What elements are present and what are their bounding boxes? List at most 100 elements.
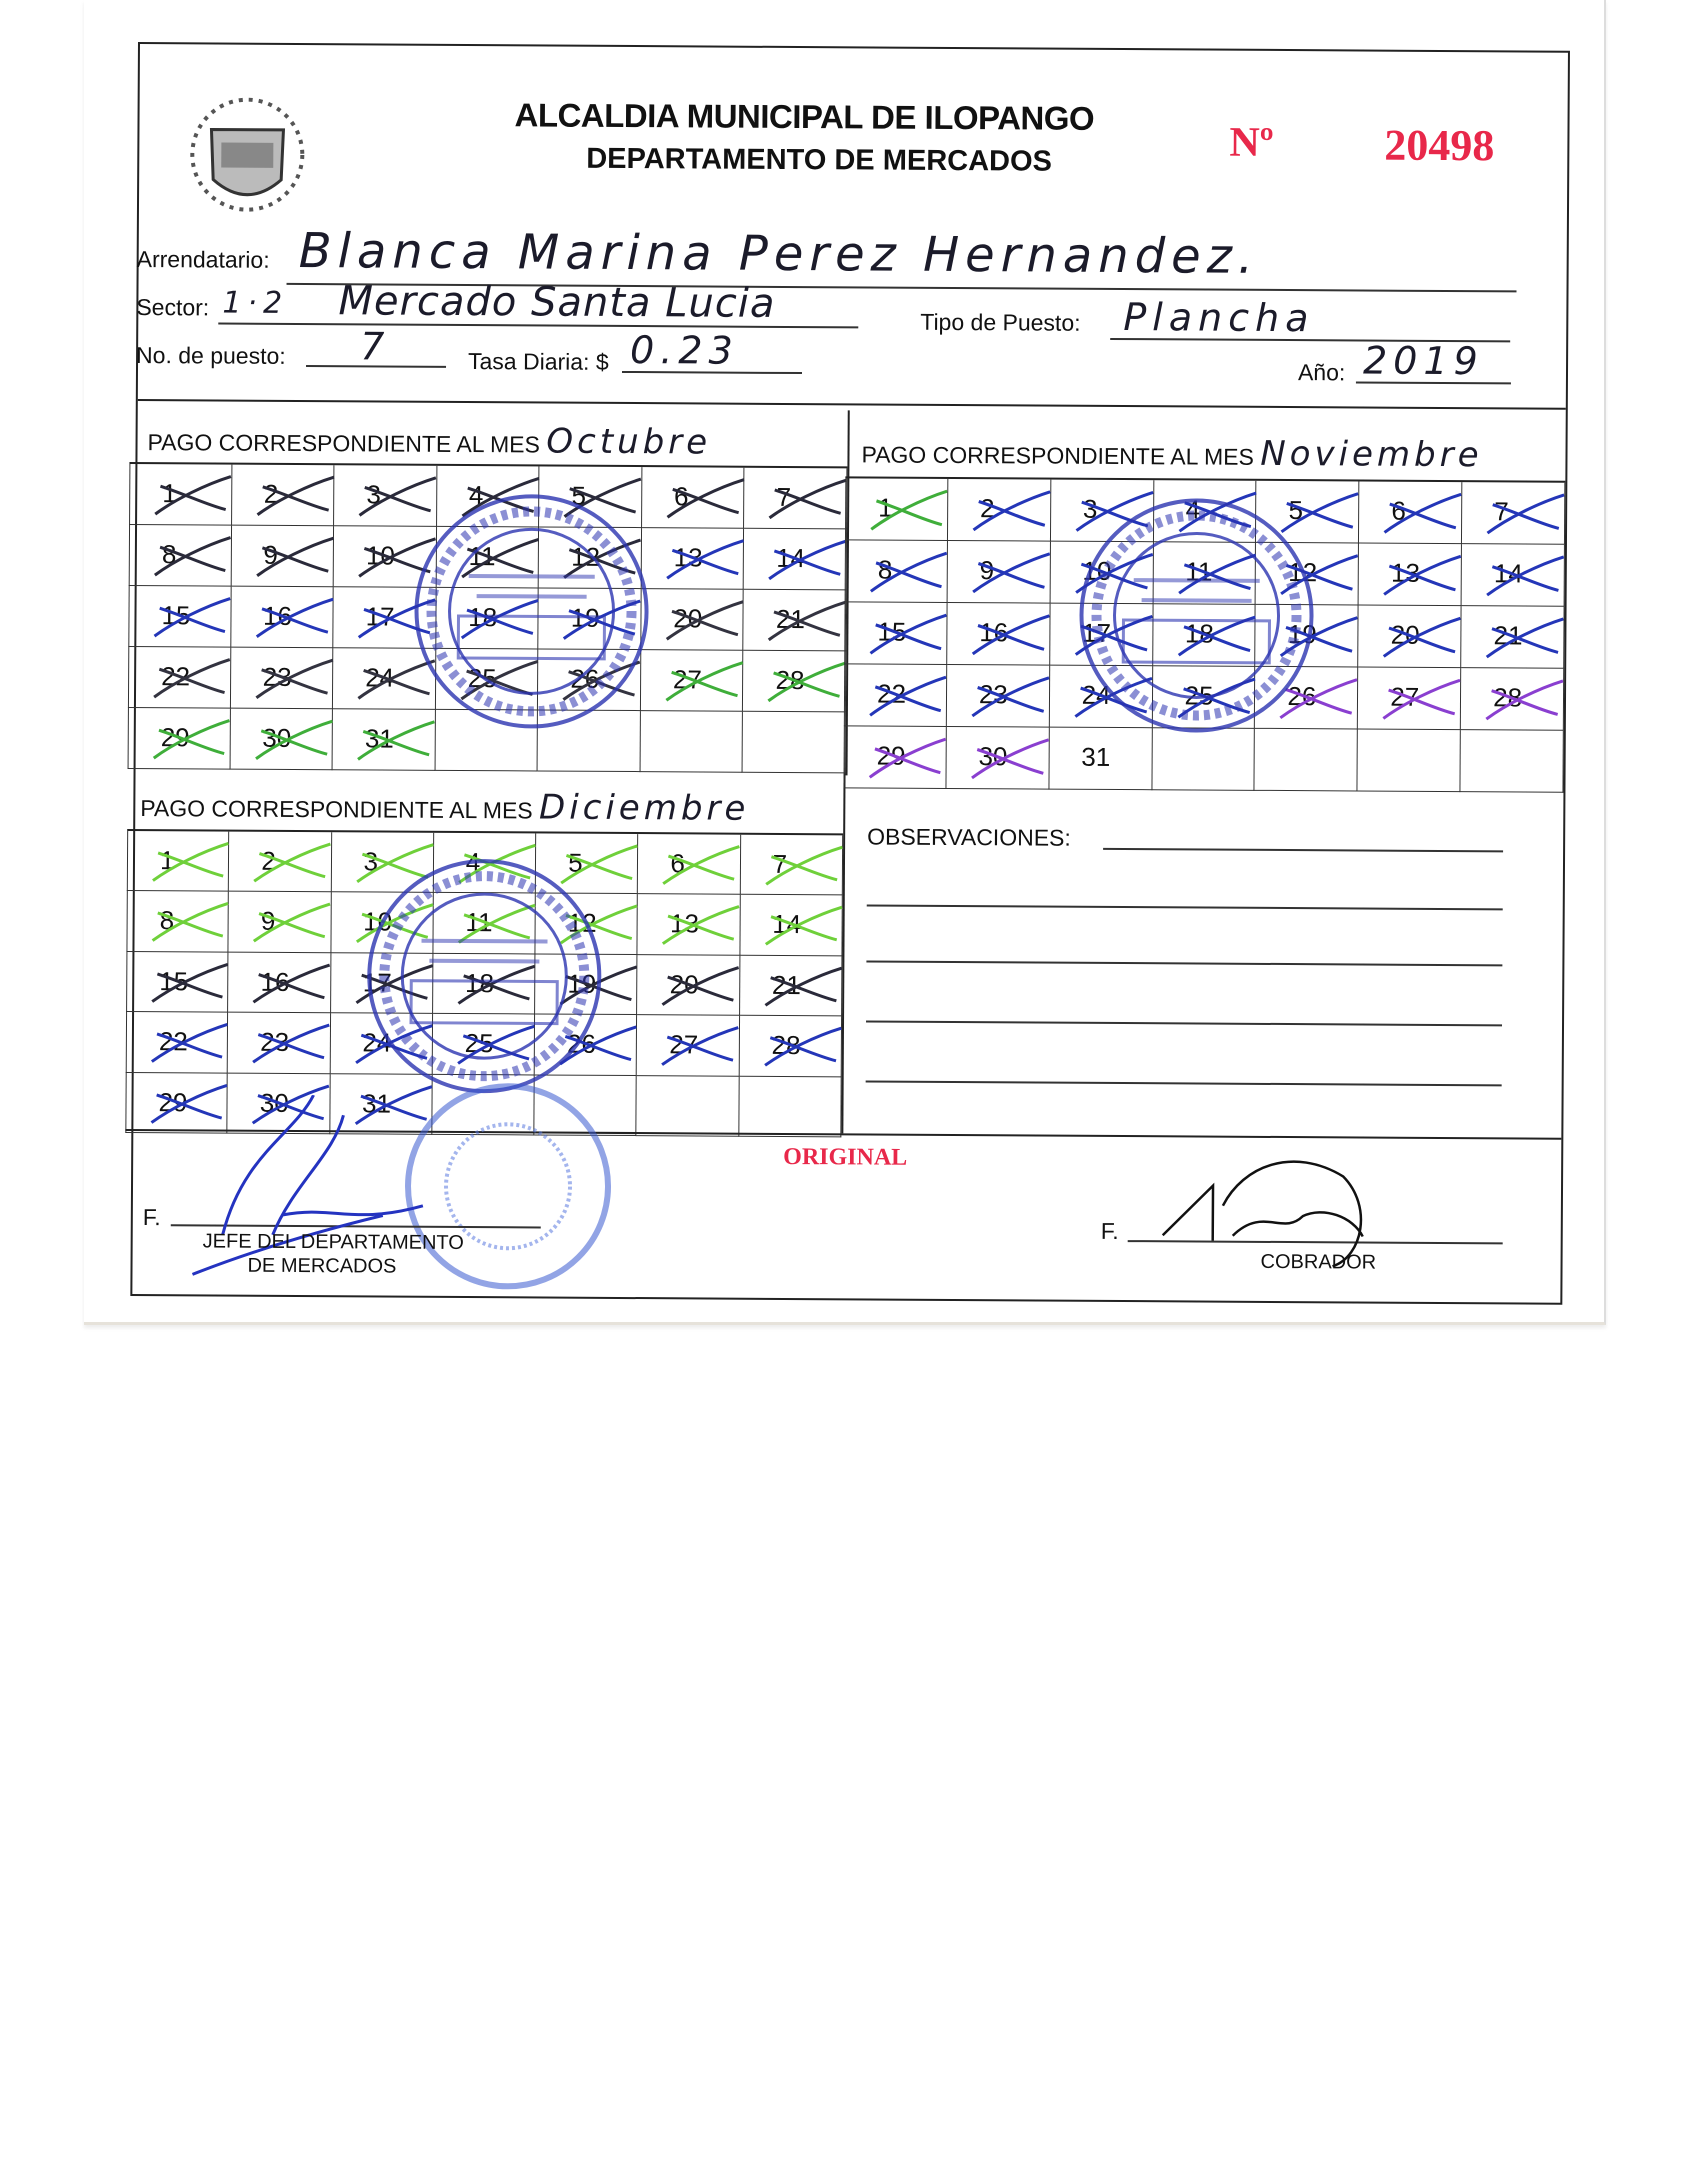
tasa-label: Tasa Diaria: $	[467, 348, 609, 375]
day-cell: 12	[535, 893, 639, 955]
paid-cross-mark	[560, 904, 638, 945]
form-subtitle: DEPARTAMENTO DE MERCADOS	[586, 142, 1053, 178]
paid-cross-mark	[151, 902, 229, 943]
day-cell: 26	[534, 1014, 638, 1076]
day-cell: 6	[1359, 481, 1463, 545]
day-cell: 28	[1460, 668, 1565, 731]
paid-cross-mark	[869, 551, 948, 593]
sector-detail: Mercado Santa Lucia	[338, 278, 776, 327]
day-cell: 20	[1358, 605, 1462, 669]
day-cell: 27	[637, 1015, 740, 1077]
day-number: 31	[1081, 741, 1111, 772]
month-value: Noviembre	[1260, 433, 1483, 476]
puesto-label: No. de puesto:	[136, 341, 286, 369]
empty-cell	[1460, 730, 1564, 793]
day-cell: 2	[231, 464, 335, 527]
paid-cross-mark	[764, 906, 843, 946]
day-cell: 9	[231, 525, 335, 588]
day-cell: 12	[538, 527, 642, 590]
paid-cross-mark	[661, 965, 740, 1006]
empty-cell	[1357, 729, 1461, 793]
day-cell: 20	[637, 954, 741, 1016]
signature-right-title: COBRADOR	[1260, 1250, 1377, 1274]
day-cell: 3	[331, 832, 435, 894]
cancelado-stamp	[414, 494, 649, 729]
signature-left-title: JEFE DEL DEPARTAMENTO	[202, 1230, 464, 1255]
empty-cell	[742, 711, 846, 774]
day-cell: 29	[843, 726, 947, 789]
paid-cross-mark	[1383, 616, 1462, 658]
sector-value: 1·2	[222, 285, 289, 321]
paid-cross-mark	[971, 614, 1050, 656]
day-cell: 3	[334, 465, 438, 527]
cancelado-stamp	[1079, 498, 1314, 733]
day-cell: 21	[1461, 606, 1565, 669]
day-cell: 23	[227, 1012, 331, 1074]
paid-cross-mark	[869, 613, 947, 655]
day-cell: 31	[329, 1073, 433, 1135]
paid-cross-mark	[1486, 555, 1565, 597]
day-cell: 1	[844, 478, 949, 541]
paid-cross-mark	[972, 490, 1051, 532]
day-cell: 2	[229, 831, 332, 893]
receipt-card	[84, 0, 1606, 1325]
day-cell: 13	[1358, 543, 1463, 607]
paid-cross-mark	[1383, 554, 1462, 596]
paid-cross-mark	[1485, 679, 1564, 721]
observaciones-label: OBSERVACIONES:	[867, 823, 1071, 851]
day-cell: 22	[843, 664, 948, 727]
day-cell: 20	[641, 589, 745, 651]
paid-cross-mark	[255, 658, 333, 699]
paid-cross-mark	[254, 719, 333, 760]
paid-cross-mark	[253, 903, 331, 943]
paid-cross-mark	[559, 1025, 637, 1066]
paid-cross-mark	[1075, 490, 1154, 532]
day-cell: 15	[844, 602, 948, 665]
day-cell: 28	[739, 1015, 843, 1077]
day-cell: 29	[127, 707, 231, 770]
paid-cross-mark	[563, 538, 642, 579]
month-label-october: PAGO CORRESPONDIENTE AL MES Octubre	[147, 421, 712, 463]
sector-label: Sector:	[136, 293, 210, 321]
day-cell: 30	[946, 726, 1050, 790]
paid-cross-mark	[870, 489, 948, 531]
paid-cross-mark	[764, 845, 843, 886]
day-cell: 16	[228, 952, 332, 1014]
signature-left-title-2: DE MERCADOS	[247, 1254, 397, 1278]
paid-cross-mark	[1486, 493, 1565, 535]
paid-cross-mark	[665, 600, 744, 641]
number-label: Nº	[1229, 119, 1274, 166]
paid-cross-mark	[868, 737, 947, 779]
day-cell: 14	[740, 895, 843, 957]
paid-cross-mark	[1382, 678, 1461, 720]
day-cell: 7	[1462, 482, 1566, 545]
day-cell: 30	[227, 1073, 331, 1135]
paid-cross-mark	[153, 658, 231, 699]
day-cell: 21	[743, 589, 847, 652]
day-cell: 28	[743, 650, 847, 713]
day-cell: 10	[1050, 541, 1154, 605]
paid-cross-mark	[764, 966, 842, 1007]
paid-cross-mark	[662, 845, 741, 885]
paid-cross-mark	[153, 597, 231, 638]
paid-cross-mark	[150, 1083, 228, 1124]
paid-cross-mark	[763, 1026, 842, 1067]
day-cell: 27	[640, 650, 744, 712]
paid-cross-mark	[255, 536, 334, 577]
municipal-seal-logo	[190, 97, 305, 212]
day-cell: 6	[641, 467, 745, 529]
day-cell: 9	[947, 540, 1051, 604]
paid-cross-mark	[769, 478, 847, 520]
day-cell: 23	[230, 647, 334, 710]
tipo-puesto-value: Plancha	[1123, 295, 1315, 341]
paid-cross-mark	[154, 475, 232, 516]
paid-cross-mark	[152, 719, 230, 760]
paid-cross-mark	[252, 1023, 331, 1064]
day-cell: 11	[433, 893, 536, 955]
paid-cross-mark	[1279, 678, 1358, 720]
day-cell: 11	[1153, 542, 1257, 605]
arrendatario-value: Blanca Marina Perez Hernandez.	[298, 222, 1260, 285]
day-cell: 31	[332, 709, 436, 771]
day-cell: 3	[1050, 479, 1154, 543]
day-cell: 22	[125, 1012, 229, 1074]
